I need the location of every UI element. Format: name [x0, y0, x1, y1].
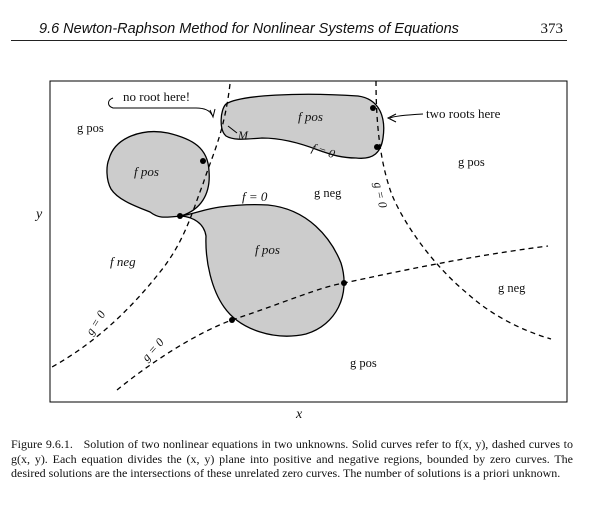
- f-pos-label-center: f pos: [255, 242, 280, 257]
- f-zero-label-top: f = 0: [310, 141, 337, 162]
- g-zero-label-right: g = 0: [371, 181, 390, 209]
- two-roots-arrowhead: [386, 113, 397, 123]
- no-root-arrowhead: [209, 108, 216, 119]
- g-pos-label-bottom: g pos: [350, 356, 377, 370]
- no-root-arrow: [108, 97, 213, 116]
- g-pos-label-top-left: g pos: [77, 121, 104, 135]
- root-point: [177, 213, 183, 219]
- f-pos-label-top: f pos: [298, 109, 323, 124]
- g-neg-label-right: g neg: [498, 281, 526, 295]
- f-positive-region-top: [220, 93, 385, 159]
- g-neg-label-center: g neg: [314, 186, 342, 200]
- root-point: [341, 280, 347, 286]
- figure-caption: Figure 9.6.1. Solution of two nonlinear …: [11, 437, 573, 481]
- f-neg-label: f neg: [110, 254, 136, 269]
- f-positive-region-center: [180, 203, 345, 337]
- no-root-callout: no root here!: [123, 89, 190, 104]
- f-zero-label-center: f = 0: [242, 189, 268, 204]
- point-m-label: M: [237, 128, 249, 142]
- running-header: 9.6 Newton-Raphson Method for Nonlinear …: [11, 18, 567, 41]
- g-zero-curve-right: [375, 80, 552, 340]
- m-pointer-line: [227, 125, 238, 134]
- y-axis-label: y: [34, 207, 43, 222]
- f-pos-label-left: f pos: [134, 164, 159, 179]
- page-number: 373: [540, 21, 564, 37]
- figure-canvas: no root here! two roots here M g pos g p…: [34, 80, 568, 422]
- root-point: [229, 317, 235, 323]
- section-title: 9.6 Newton-Raphson Method for Nonlinear …: [39, 21, 459, 37]
- g-zero-curve-lower: [116, 245, 549, 391]
- root-point: [200, 158, 206, 164]
- root-point: [370, 105, 376, 111]
- two-roots-callout: two roots here: [426, 106, 501, 121]
- caption-label: Figure 9.6.1.: [11, 437, 73, 451]
- root-point: [374, 144, 380, 150]
- g-pos-label-right: g pos: [458, 155, 485, 169]
- caption-text: Solution of two nonlinear equations in t…: [11, 437, 573, 480]
- g-zero-curve-left: [51, 83, 231, 368]
- two-roots-arrow: [389, 113, 424, 119]
- x-axis-label: x: [295, 407, 303, 422]
